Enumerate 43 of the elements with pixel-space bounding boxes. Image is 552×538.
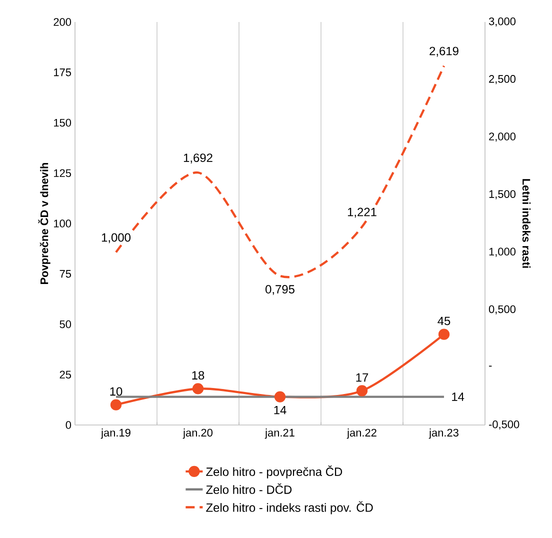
- y-tick-label: 100: [54, 220, 72, 228]
- data-label: 18: [192, 371, 204, 380]
- data-label: 1,000: [102, 233, 130, 244]
- y-tick-label: 50: [60, 320, 72, 328]
- x-tick-label: jan.21: [264, 428, 294, 439]
- point: [274, 391, 286, 402]
- y2-tick-label: -: [489, 366, 492, 367]
- data-label: 14: [274, 406, 286, 414]
- data-label: 1,221: [348, 208, 376, 218]
- point: [192, 383, 204, 394]
- y2-tick-label: 3,000: [488, 17, 516, 27]
- data-label: 45: [438, 316, 450, 326]
- legend-label: Zelo hitro - povprečna ČD: [206, 465, 342, 478]
- data-label: 2,619: [430, 46, 458, 57]
- y-tick-label: 25: [60, 370, 72, 379]
- x-tick-label: jan.19: [100, 428, 130, 439]
- y2-tick-label: 2,000: [489, 132, 516, 142]
- point: [110, 399, 122, 410]
- point: [356, 385, 368, 396]
- y-tick-label: 150: [54, 118, 72, 127]
- x-tick-label: jan.22: [346, 428, 376, 439]
- y-tick-label: 175: [54, 68, 72, 76]
- y-tick-label: 200: [54, 18, 72, 26]
- y2-tick-label: 2,500: [489, 75, 516, 84]
- data-label: 0,795: [266, 285, 294, 295]
- data-label: 10: [110, 387, 122, 396]
- y2-tick-label: 1,000: [489, 248, 516, 257]
- point: [438, 328, 450, 340]
- y2-tick-label: 1,500: [489, 190, 516, 200]
- legend-label: Zelo hitro - indeks rasti pov. ČD: [206, 501, 373, 514]
- y-tick-label: 0: [66, 421, 72, 429]
- y-tick-label: 125: [54, 169, 72, 178]
- data-label: 1,692: [184, 154, 212, 164]
- y-axis-title: Povprečne ČD v dnevih: [38, 162, 50, 284]
- x-tick-label: jan.23: [428, 428, 458, 439]
- data-label: 14: [452, 392, 464, 401]
- y2-axis-title: Letni indeks rasti: [522, 179, 530, 268]
- y2-tick-label: -0,500: [489, 420, 520, 430]
- y2-tick-label: 0,500: [488, 305, 516, 314]
- y-tick-label: 75: [60, 270, 72, 278]
- legend-label: Zelo hitro - DČD: [206, 483, 292, 494]
- data-label: 17: [356, 373, 368, 382]
- x-tick-label: jan.20: [182, 428, 212, 439]
